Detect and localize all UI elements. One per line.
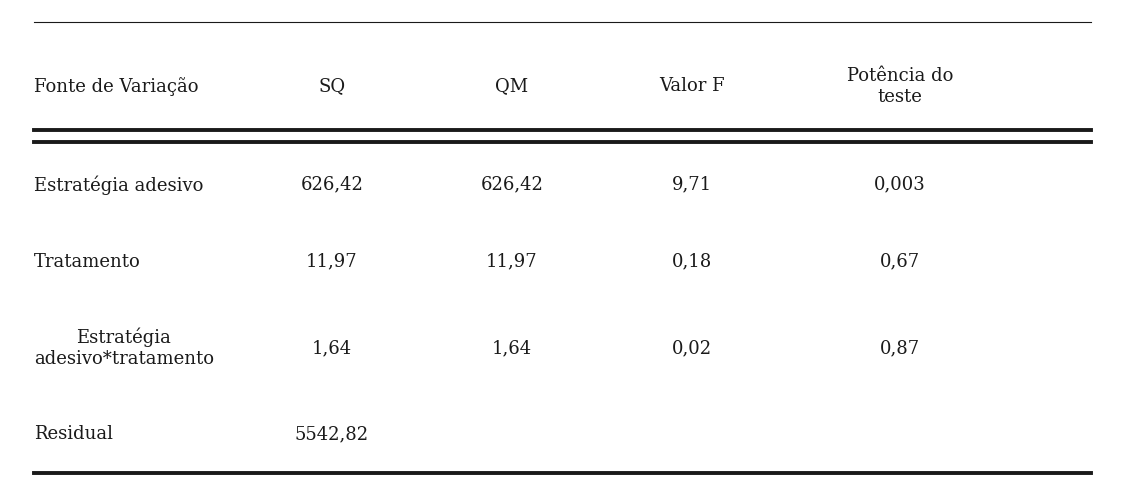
Text: 11,97: 11,97: [486, 252, 538, 271]
Text: Valor F: Valor F: [659, 77, 724, 96]
Text: 626,42: 626,42: [480, 176, 543, 194]
Text: Estratégia adesivo: Estratégia adesivo: [34, 175, 204, 194]
Text: 0,67: 0,67: [880, 252, 920, 271]
Text: QM: QM: [495, 77, 529, 96]
Text: 1,64: 1,64: [312, 339, 352, 357]
Text: 0,18: 0,18: [672, 252, 712, 271]
Text: 5542,82: 5542,82: [295, 425, 369, 444]
Text: 0,87: 0,87: [880, 339, 920, 357]
Text: 0,02: 0,02: [672, 339, 712, 357]
Text: 9,71: 9,71: [672, 176, 712, 194]
Text: 0,003: 0,003: [874, 176, 926, 194]
Text: Fonte de Variação: Fonte de Variação: [34, 77, 198, 96]
Text: 11,97: 11,97: [306, 252, 358, 271]
Text: 626,42: 626,42: [300, 176, 363, 194]
Text: Tratamento: Tratamento: [34, 252, 141, 271]
Text: 1,64: 1,64: [492, 339, 532, 357]
Text: Potência do
teste: Potência do teste: [847, 67, 953, 106]
Text: SQ: SQ: [318, 77, 345, 96]
Text: Residual: Residual: [34, 425, 113, 444]
Text: Estratégia
adesivo*tratamento: Estratégia adesivo*tratamento: [34, 328, 214, 368]
